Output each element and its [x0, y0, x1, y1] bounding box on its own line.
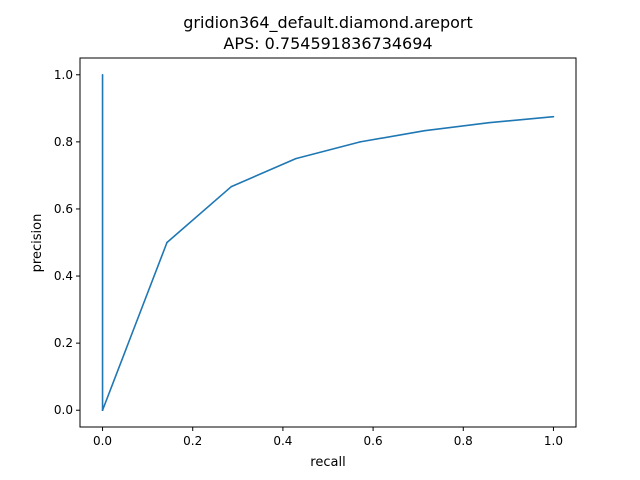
y-tick-label: 0.8	[54, 135, 73, 149]
data-point	[230, 185, 233, 188]
x-tick-label: 0.6	[364, 434, 383, 448]
y-tick-label: 0.6	[54, 202, 73, 216]
y-tick-label: 1.0	[54, 68, 73, 82]
chart-title: gridion364_default.diamond.areport	[183, 13, 472, 33]
x-tick-label: 0.4	[273, 434, 292, 448]
data-point	[166, 241, 168, 244]
y-tick-label: 0.4	[54, 269, 73, 283]
x-tick-label: 0.8	[454, 434, 473, 448]
y-axis-label: precision	[30, 214, 45, 273]
x-tick-label: 0.0	[93, 434, 112, 448]
x-axis-label: recall	[310, 455, 345, 470]
y-tick-label: 0.2	[54, 336, 73, 350]
x-tick-label: 1.0	[544, 434, 563, 448]
x-axis: 0.0 0.2 0.4 0.6 0.8 1.0	[93, 427, 563, 448]
data-point	[488, 121, 490, 124]
y-axis: 0.0 0.2 0.4 0.6 0.8 1.0	[54, 68, 80, 417]
chart-subtitle: APS: 0.754591836734694	[223, 34, 432, 53]
y-tick-label: 0.0	[54, 403, 73, 417]
data-point	[295, 157, 297, 160]
data-point	[101, 73, 104, 76]
data-point	[101, 409, 104, 412]
plot-area	[101, 73, 555, 412]
plot-frame	[79, 57, 577, 428]
data-point	[423, 129, 426, 132]
x-tick-label: 0.2	[183, 434, 202, 448]
data-point	[552, 115, 555, 118]
data-point	[359, 141, 361, 143]
